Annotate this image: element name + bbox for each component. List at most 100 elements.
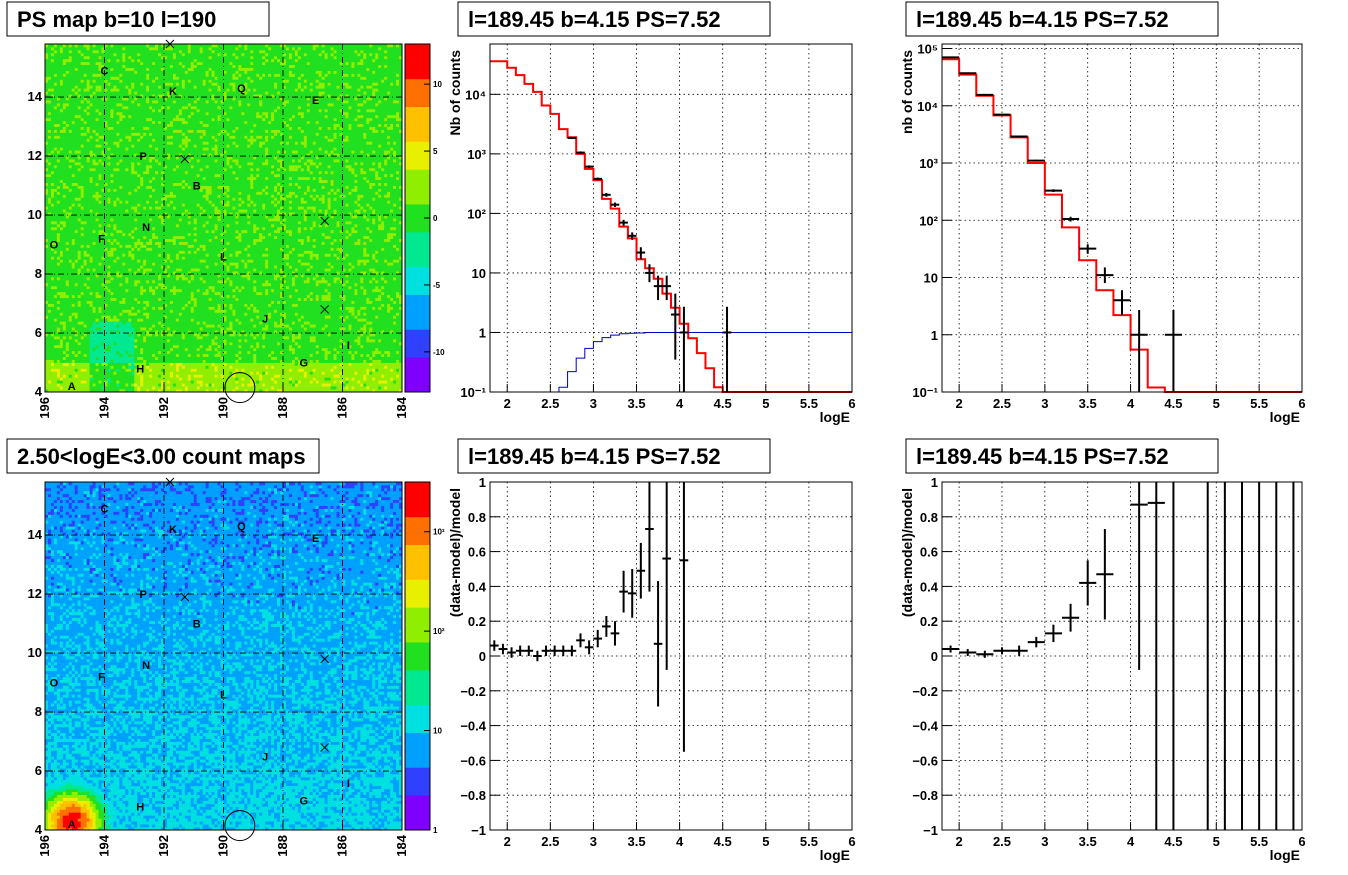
heatmap-cell — [87, 371, 90, 374]
heatmap-cell — [134, 283, 137, 286]
heatmap-cell — [113, 242, 116, 245]
heatmap-cell — [105, 363, 108, 366]
heatmap-cell — [152, 274, 155, 277]
heatmap-cell — [137, 227, 140, 230]
heatmap-cell — [161, 171, 164, 174]
heatmap-cell — [57, 374, 60, 377]
heatmap-cell — [146, 336, 149, 339]
heatmap-cell — [158, 250, 161, 253]
heatmap-cell — [107, 91, 110, 94]
heatmap-cell — [113, 368, 116, 371]
heatmap-cell — [134, 348, 137, 351]
heatmap-cell — [167, 71, 170, 74]
heatmap-cell — [128, 186, 131, 189]
heatmap-cell — [140, 215, 143, 218]
heatmap-cell — [143, 245, 146, 248]
heatmap-cell — [137, 292, 140, 295]
heatmap-cell — [116, 268, 119, 271]
heatmap-cell — [60, 56, 63, 59]
heatmap-cell — [125, 44, 128, 47]
heatmap-cell — [110, 103, 113, 106]
heatmap-cell — [54, 374, 57, 377]
heatmap-cell — [45, 186, 48, 189]
heatmap-cell — [110, 118, 113, 121]
heatmap-cell — [122, 218, 125, 221]
heatmap-cell — [75, 363, 78, 366]
heatmap-cell — [72, 354, 75, 357]
heatmap-cell — [90, 156, 93, 159]
heatmap-cell — [54, 336, 57, 339]
heatmap-cell — [63, 247, 66, 250]
heatmap-cell — [125, 365, 128, 368]
heatmap-cell — [149, 88, 152, 91]
heatmap-cell — [119, 265, 122, 268]
heatmap-cell — [146, 236, 149, 239]
heatmap-cell — [167, 363, 170, 366]
heatmap-cell — [122, 180, 125, 183]
heatmap-cell — [54, 73, 57, 76]
heatmap-cell — [99, 165, 102, 168]
heatmap-cell — [93, 138, 96, 141]
heatmap-cell — [116, 348, 119, 351]
heatmap-cell — [57, 371, 60, 374]
heatmap-cell — [113, 156, 116, 159]
heatmap-cell — [131, 200, 134, 203]
heatmap-cell — [69, 109, 72, 112]
heatmap-cell — [155, 127, 158, 130]
heatmap-cell — [167, 383, 170, 386]
heatmap-cell — [143, 103, 146, 106]
heatmap-cell — [93, 298, 96, 301]
heatmap-cell — [143, 68, 146, 71]
heatmap-cell — [119, 121, 122, 124]
heatmap-cell — [140, 130, 143, 133]
heatmap-cell — [99, 265, 102, 268]
heatmap-cell — [167, 180, 170, 183]
heatmap-cell — [60, 209, 63, 212]
heatmap-cell — [87, 79, 90, 82]
heatmap-cell — [96, 351, 99, 354]
heatmap-cell — [57, 380, 60, 383]
heatmap-cell — [122, 286, 125, 289]
heatmap-cell — [90, 233, 93, 236]
heatmap-cell — [45, 250, 48, 253]
heatmap-cell — [155, 47, 158, 50]
heatmap-cell — [137, 312, 140, 315]
heatmap-cell — [113, 342, 116, 345]
heatmap-cell — [84, 250, 87, 253]
heatmap-cell — [134, 298, 137, 301]
heatmap-cell — [140, 268, 143, 271]
heatmap-cell — [51, 327, 54, 330]
heatmap-cell — [128, 304, 131, 307]
heatmap-cell — [57, 268, 60, 271]
heatmap-cell — [51, 159, 54, 162]
heatmap-cell — [131, 103, 134, 106]
heatmap-cell — [48, 121, 51, 124]
heatmap-cell — [155, 156, 158, 159]
heatmap-cell — [158, 144, 161, 147]
heatmap-cell — [134, 274, 137, 277]
heatmap-cell — [87, 206, 90, 209]
heatmap-cell — [90, 194, 93, 197]
heatmap-cell — [119, 239, 122, 242]
heatmap-cell — [119, 295, 122, 298]
heatmap-cell — [155, 265, 158, 268]
heatmap-cell — [125, 218, 128, 221]
heatmap-cell — [164, 298, 167, 301]
heatmap-cell — [87, 130, 90, 133]
heatmap-cell — [116, 56, 119, 59]
heatmap-cell — [146, 309, 149, 312]
heatmap-cell — [66, 85, 69, 88]
heatmap-cell — [57, 292, 60, 295]
heatmap-cell — [51, 227, 54, 230]
heatmap-cell — [69, 100, 72, 103]
heatmap-cell — [45, 336, 48, 339]
heatmap-cell — [81, 206, 84, 209]
heatmap-cell — [125, 115, 128, 118]
heatmap-cell — [54, 165, 57, 168]
heatmap-cell — [122, 73, 125, 76]
heatmap-cell — [146, 245, 149, 248]
heatmap-cell — [167, 189, 170, 192]
heatmap-cell — [51, 206, 54, 209]
heatmap-cell — [69, 345, 72, 348]
heatmap-cell — [84, 245, 87, 248]
